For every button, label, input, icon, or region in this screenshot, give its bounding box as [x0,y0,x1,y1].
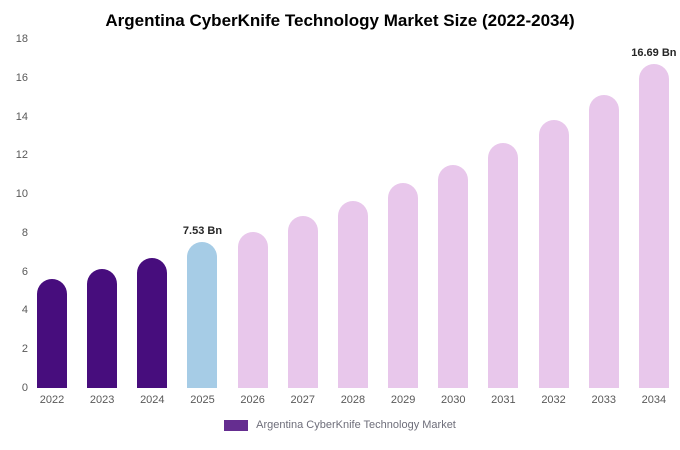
bar-column [134,258,170,388]
bar [638,64,669,388]
bar-column [335,200,371,388]
x-axis: 2022 2023 2024 2025 2026 2027 2028 2029 2030 2031… [34,394,672,406]
x-tick-label: 2033 [591,394,616,406]
x-tick-label: 2034 [641,394,667,406]
y-tick-label: 0 [21,382,28,394]
y-tick-label: 10 [15,188,28,201]
bar-column [34,279,70,388]
y-tick-label: 4 [21,304,28,317]
bar-value-label: 16.69 Bn [631,47,677,60]
chart-title: Argentina CyberKnife Technology Market S… [105,11,575,30]
bar-column [84,268,120,388]
bar-value-label: 7.53 Bn [182,225,223,238]
y-tick-label: 8 [21,226,28,239]
x-tick-label: 2031 [491,394,516,406]
bar [37,279,67,388]
bar [388,183,419,388]
bar-column [385,183,421,388]
bar [488,142,519,388]
y-tick-label: 18 [15,33,28,45]
y-tick-label: 14 [15,110,28,123]
x-tick-label: 2028 [340,394,366,406]
x-tick-label: 2027 [290,394,316,406]
bar [237,231,268,388]
bar-column: 7.53 Bn [182,225,223,388]
y-tick-label: 2 [21,343,28,356]
bar [87,268,118,388]
x-tick-label: 2030 [441,394,466,406]
bar-column [235,231,271,388]
chart-area: 0 2 4 6 8 10 12 14 16 18 7.53 Bn 16.69 Bn [16,33,677,394]
legend: Argentina CyberKnife Technology Market [0,419,680,431]
bar-column [435,165,471,388]
y-tick-label: 16 [15,71,28,84]
x-tick-label: 2022 [39,394,65,406]
plot-area: 7.53 Bn 16.69 Bn [34,39,677,388]
bar-column [586,95,622,388]
x-tick-label: 2024 [140,394,165,406]
legend-label: Argentina CyberKnife Technology Market [256,419,456,431]
x-tick-label: 2032 [541,394,566,406]
bar-column [285,216,321,388]
y-tick-label: 12 [15,149,28,162]
bar [137,258,168,388]
y-tick-label: 6 [21,265,28,278]
bar [438,165,469,388]
x-tick-label: 2023 [89,394,115,406]
bar [337,200,368,388]
bar-column [536,120,572,388]
bar [588,95,619,388]
bar [287,216,318,388]
x-tick-label: 2029 [390,394,416,406]
bar-column: 16.69 Bn [631,47,677,388]
x-tick-label: 2025 [190,394,215,406]
bar-column [485,142,521,388]
bar [538,120,569,388]
x-tick-label: 2026 [240,394,265,406]
legend-swatch [224,419,249,431]
bar [187,242,218,388]
